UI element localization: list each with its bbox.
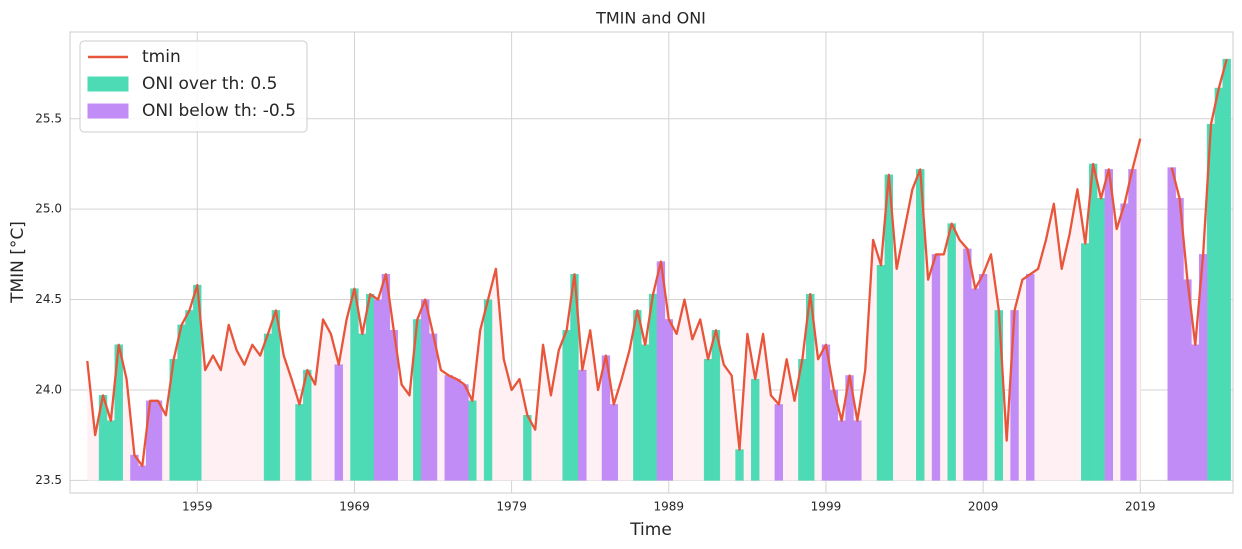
oni-fill: [735, 449, 744, 481]
x-tick-label: 1979: [496, 500, 527, 514]
oni-fill: [947, 223, 956, 481]
oni-fill: [1214, 87, 1224, 481]
oni-fill: [1175, 198, 1184, 481]
oni-fill: [876, 264, 886, 481]
oni-fill: [153, 400, 163, 481]
oni-fill: [1128, 169, 1137, 481]
legend-swatch: [87, 103, 129, 119]
oni-fill: [664, 319, 673, 481]
oni-fill: [1222, 58, 1231, 481]
oni-fill: [1191, 344, 1200, 481]
y-tick-label: 24.5: [35, 292, 62, 306]
oni-fill: [1167, 167, 1176, 481]
oni-fill: [1088, 163, 1098, 481]
oni-fill: [460, 384, 469, 481]
legend-swatch: [87, 76, 129, 92]
oni-fill: [145, 400, 155, 481]
oni-fill: [837, 420, 846, 481]
oni-fill: [523, 415, 532, 481]
y-axis-label: TMIN [°C]: [8, 221, 28, 304]
oni-fill: [381, 274, 391, 481]
oni-fill: [452, 378, 461, 481]
oni-fill: [641, 344, 650, 481]
oni-fill: [444, 375, 453, 481]
oni-fill: [978, 274, 988, 481]
oni-fill: [711, 330, 721, 481]
oni-fill: [1120, 203, 1129, 481]
oni-fill: [633, 310, 642, 481]
chart-title: TMIN and ONI: [595, 9, 706, 28]
oni-fill: [334, 364, 343, 481]
y-tick-label: 25.0: [35, 202, 62, 216]
x-tick-label: 1959: [182, 500, 213, 514]
oni-fill: [578, 369, 587, 481]
oni-fill: [263, 333, 273, 481]
oni-fill: [358, 333, 367, 481]
oni-fill: [774, 404, 783, 481]
oni-fill: [468, 400, 477, 481]
oni-fill: [373, 299, 383, 481]
oni-fill: [562, 330, 571, 481]
legend: tmin ONI over th: 0.5 ONI below th: -0.5: [79, 40, 308, 133]
oni-fill: [994, 310, 1004, 481]
oni-fill: [609, 404, 618, 481]
legend-box: [79, 40, 308, 133]
oni-fill: [428, 333, 438, 481]
oni-fill: [106, 420, 116, 481]
x-tick-label: 1969: [339, 500, 370, 514]
oni-fill: [648, 293, 658, 481]
y-tick-label: 24.0: [35, 382, 62, 396]
oni-fill: [963, 248, 972, 481]
oni-fill: [751, 378, 760, 481]
x-tick-label: 1999: [811, 500, 842, 514]
oni-fill: [421, 299, 430, 481]
oni-fill: [1010, 310, 1019, 481]
oni-fill: [931, 254, 941, 481]
oni-fill: [971, 288, 980, 481]
oni-fill: [703, 358, 713, 481]
oni-fill: [350, 288, 359, 481]
oni-fill: [1026, 274, 1035, 481]
plot-frame: [69, 31, 1234, 494]
legend-label: ONI over th: 0.5: [142, 74, 277, 94]
x-tick-label: 1989: [654, 500, 685, 514]
oni-fill: [483, 299, 493, 481]
plot-area: [70, 32, 1233, 493]
line: [86, 58, 1228, 468]
oni-fill: [1096, 198, 1106, 481]
oni-fill: [185, 310, 194, 481]
oni-fill: [138, 465, 147, 481]
oni-fill: [1081, 243, 1090, 481]
oni-fill: [656, 261, 666, 481]
y-tick-label: 25.5: [35, 111, 62, 125]
legend-label: ONI below th: -0.5: [142, 101, 296, 121]
oni-fill: [177, 324, 186, 481]
oni-fill: [295, 404, 304, 481]
x-tick-label: 2019: [1125, 500, 1156, 514]
y-tick-label: 23.5: [35, 473, 62, 487]
oni-fill: [366, 293, 375, 481]
x-axis-label: Time: [629, 520, 672, 540]
legend-label: tmin: [142, 47, 181, 67]
oni-fill: [853, 420, 862, 481]
x-tick-label: 2009: [968, 500, 999, 514]
oni-fill: [1104, 169, 1114, 481]
oni-fill: [271, 310, 281, 481]
